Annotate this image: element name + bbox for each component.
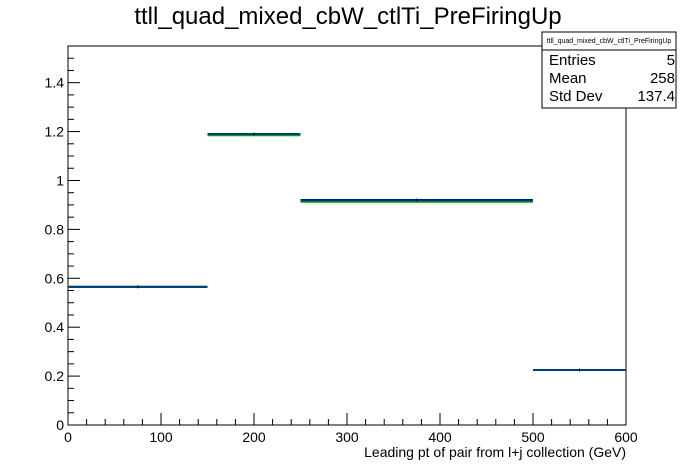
stats-stddev-value: 137.4: [637, 88, 675, 105]
x-axis-title: Leading pt of pair from l+j collection (…: [364, 444, 626, 460]
y-axis: 0 0.2 0.4 0.6 0.8 1 1.2 1.4: [45, 45, 80, 433]
stats-box-frame: [541, 31, 677, 109]
y-tick-label: 0.4: [45, 319, 65, 335]
chart-title: ttll_quad_mixed_cbW_ctlTi_PreFiringUp: [134, 3, 561, 30]
y-tick-label: 1.4: [45, 75, 65, 91]
stats-box-name: ttll_quad_mixed_cbW_ctlTi_PreFiringUp: [547, 38, 672, 45]
stats-box: ttll_quad_mixed_cbW_ctlTi_PreFiringUp En…: [541, 31, 677, 109]
stats-entries-label: Entries: [549, 52, 596, 69]
stats-entries-value: 5: [667, 52, 675, 69]
x-tick-label: 400: [428, 429, 452, 445]
stats-stddev-label: Std Dev: [549, 88, 603, 105]
y-tick-label: 0.6: [45, 270, 65, 286]
x-tick-label: 600: [614, 429, 638, 445]
y-tick-label: 1.2: [45, 124, 65, 140]
x-tick-label: 100: [149, 429, 173, 445]
stats-mean-value: 258: [650, 70, 675, 87]
x-tick-label: 500: [521, 429, 545, 445]
x-axis: 0 100 200 300 400 500 600: [64, 413, 638, 445]
y-tick-label: 0.2: [45, 368, 65, 384]
y-tick-label: 0.8: [45, 221, 65, 237]
x-tick-label: 200: [242, 429, 266, 445]
x-tick-label: 0: [64, 429, 72, 445]
histogram-series: [68, 132, 626, 372]
x-tick-label: 300: [335, 429, 359, 445]
stats-mean-label: Mean: [549, 70, 587, 87]
y-tick-label: 1: [56, 172, 64, 188]
y-tick-label: 0: [56, 417, 64, 433]
